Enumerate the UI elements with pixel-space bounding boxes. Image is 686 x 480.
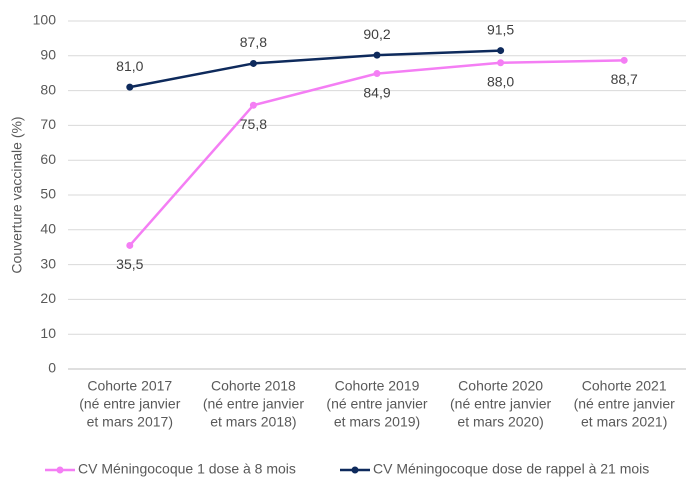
data-label: 87,8	[240, 34, 267, 50]
data-label: 88,0	[487, 73, 514, 89]
y-tick-label: 100	[33, 12, 57, 28]
x-tick-label: (né entre janvier	[450, 396, 552, 412]
y-tick-label: 40	[40, 221, 56, 237]
y-tick-label: 80	[40, 81, 56, 97]
x-tick-label: et mars 2017)	[87, 414, 173, 430]
x-tick-label: (né entre janvier	[574, 396, 676, 412]
x-tick-label: (né entre janvier	[203, 396, 305, 412]
data-label: 35,5	[116, 256, 143, 272]
data-point	[373, 70, 381, 78]
x-tick-label: Cohorte 2020	[458, 378, 543, 394]
data-point	[126, 83, 134, 91]
y-tick-label: 30	[40, 255, 56, 271]
y-tick-label: 70	[40, 116, 56, 132]
legend-marker	[351, 466, 359, 474]
x-tick-label: Cohorte 2019	[335, 378, 420, 394]
y-tick-label: 20	[40, 290, 56, 306]
data-label: 75,8	[240, 116, 267, 132]
x-tick-label: (né entre janvier	[326, 396, 428, 412]
data-label: 91,5	[487, 21, 514, 37]
y-axis-label: Couverture vaccinale (%)	[9, 116, 25, 273]
y-tick-label: 10	[40, 325, 56, 341]
data-point	[497, 47, 505, 55]
data-label: 81,0	[116, 58, 143, 74]
data-point	[373, 51, 381, 59]
y-tick-label: 60	[40, 151, 56, 167]
x-tick-label: Cohorte 2021	[582, 378, 667, 394]
data-point	[126, 241, 134, 249]
legend-marker	[56, 466, 64, 474]
y-tick-label: 50	[40, 186, 56, 202]
x-tick-label: et mars 2019)	[334, 414, 420, 430]
data-point	[620, 56, 628, 64]
legend-label: CV Méningocoque 1 dose à 8 mois	[78, 461, 296, 477]
x-tick-label: Cohorte 2018	[211, 378, 296, 394]
data-label: 88,7	[611, 71, 638, 87]
x-tick-label: et mars 2018)	[210, 414, 296, 430]
x-tick-label: et mars 2021)	[581, 414, 667, 430]
series-line	[129, 49, 501, 89]
x-tick-label: Cohorte 2017	[87, 378, 172, 394]
x-tick-label: et mars 2020)	[457, 414, 543, 430]
data-point	[249, 101, 257, 109]
x-tick-label: (né entre janvier	[79, 396, 181, 412]
y-tick-label: 0	[48, 360, 56, 376]
data-point	[249, 59, 257, 67]
y-tick-label: 90	[40, 47, 56, 63]
data-label: 84,9	[363, 84, 390, 100]
data-label: 90,2	[363, 26, 390, 42]
legend-label: CV Méningocoque dose de rappel à 21 mois	[373, 461, 649, 477]
data-point	[497, 59, 505, 67]
